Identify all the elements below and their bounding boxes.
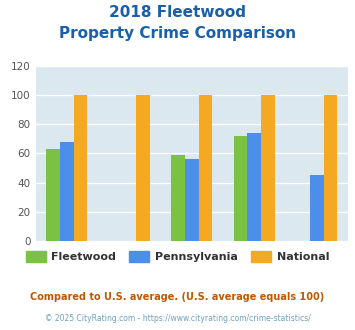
Bar — [261, 95, 275, 241]
Text: 2018 Fleetwood: 2018 Fleetwood — [109, 5, 246, 20]
Bar — [198, 95, 212, 241]
Text: Compared to U.S. average. (U.S. average equals 100): Compared to U.S. average. (U.S. average … — [31, 292, 324, 302]
Bar — [171, 155, 185, 241]
Bar — [310, 175, 323, 241]
Bar — [234, 136, 247, 241]
Bar — [60, 142, 73, 241]
Legend: Fleetwood, Pennsylvania, National: Fleetwood, Pennsylvania, National — [21, 247, 334, 267]
Bar — [136, 95, 150, 241]
Bar — [247, 133, 261, 241]
Bar — [46, 149, 60, 241]
Bar — [73, 95, 87, 241]
Text: © 2025 CityRating.com - https://www.cityrating.com/crime-statistics/: © 2025 CityRating.com - https://www.city… — [45, 314, 310, 323]
Text: Property Crime Comparison: Property Crime Comparison — [59, 26, 296, 41]
Bar — [323, 95, 337, 241]
Bar — [185, 159, 198, 241]
